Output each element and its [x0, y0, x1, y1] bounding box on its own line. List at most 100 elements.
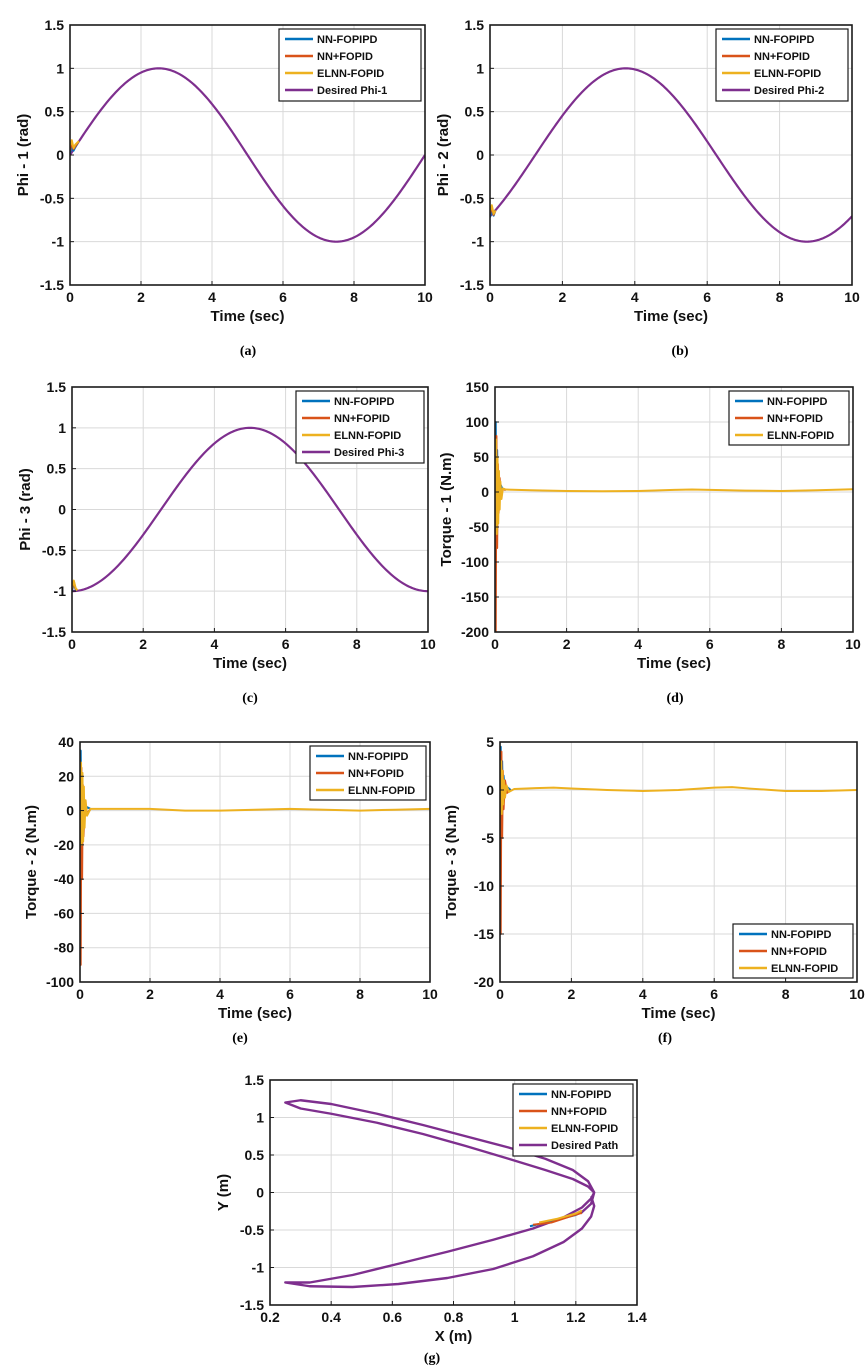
legend-label: NN+FOPID	[767, 413, 823, 425]
legend-label: Desired Phi-2	[754, 85, 824, 97]
legend: NN-FOPIPD NN+FOPID ELNN-FOPID Desired Phi-2	[715, 28, 849, 102]
legend-label: NN-FOPIPD	[551, 1089, 612, 1101]
plot-lines	[284, 1099, 596, 1289]
chart-g: 0.2 0.4 0.6 0.8 1 1.2 1.4 -1.5 -1 -0.5 0 0.5 1 1.5 X (…	[215, 1072, 647, 1366]
x-tick-label: 2	[137, 289, 145, 305]
y-tick-label: -20	[54, 837, 74, 853]
legend-label: ELNN-FOPID	[348, 785, 415, 797]
y-axis-label: Phi - 3 (rad)	[17, 468, 34, 551]
series-line-desired	[490, 67, 852, 243]
x-axis-label: Time (sec)	[211, 308, 285, 325]
y-axis-label: Phi - 2 (rad)	[435, 114, 452, 197]
axes-frame	[499, 741, 858, 983]
y-tick-label: -0.5	[40, 190, 64, 206]
series-line-elnn-fopid	[70, 139, 80, 150]
legend-label: NN+FOPID	[334, 413, 390, 425]
x-axis-label: X (m)	[435, 1328, 473, 1345]
legend-label: NN+FOPID	[754, 51, 810, 63]
x-tick-label: 2	[563, 636, 571, 652]
legend-label: Desired Phi-1	[317, 85, 387, 97]
x-tick-label: 8	[350, 289, 358, 305]
y-tick-label: 0.5	[45, 104, 65, 120]
y-tick-label: -40	[54, 871, 74, 887]
y-tick-label: 0	[256, 1185, 264, 1201]
x-tick-label: 0.2	[260, 1309, 280, 1325]
y-tick-label: 20	[58, 768, 74, 784]
legend-label: ELNN-FOPID	[334, 430, 401, 442]
x-tick-label: 1.2	[566, 1309, 586, 1325]
chart-f: 0 2 4 6 8 10 -20 -15 -10 -5 0 5 Time (sec) Torque - 3…	[443, 734, 865, 1046]
legend: NN-FOPIPD NN+FOPID ELNN-FOPID Desired Path	[512, 1083, 634, 1157]
y-tick-label: 1.5	[47, 379, 67, 395]
y-tick-label: -50	[469, 519, 489, 535]
y-tick-label: -5	[482, 830, 495, 846]
axes-frame	[79, 741, 431, 983]
x-axis-label: Time (sec)	[634, 308, 708, 325]
series-line-elnn-fopid	[500, 760, 857, 815]
y-tick-label: -1	[252, 1260, 265, 1276]
legend-label: NN-FOPIPD	[754, 34, 815, 46]
series-line-elnn-fopid	[72, 579, 79, 591]
y-tick-label: 1.5	[245, 1072, 265, 1088]
chart-d: 0 2 4 6 8 10 -200 -150 -100 -50 0 50 100 150 Time (sec…	[438, 379, 861, 706]
x-tick-label: 2	[559, 289, 567, 305]
y-tick-label: -15	[474, 926, 494, 942]
x-axis-label: Time (sec)	[642, 1005, 716, 1022]
y-tick-label: -1.5	[40, 277, 64, 293]
y-tick-label: -1.5	[42, 624, 66, 640]
legend: NN-FOPIPD NN+FOPID ELNN-FOPID Desired Phi-1	[278, 28, 422, 102]
legend: NN-FOPIPD NN+FOPID ELNN-FOPID	[728, 390, 850, 446]
legend-label: NN+FOPID	[348, 768, 404, 780]
y-tick-label: 50	[473, 449, 489, 465]
legend-label: NN+FOPID	[551, 1106, 607, 1118]
x-tick-label: 4	[639, 986, 647, 1002]
y-tick-label: -1	[472, 234, 485, 250]
x-tick-label: 6	[703, 289, 711, 305]
y-tick-label: -20	[474, 974, 494, 990]
panel-caption: (a)	[240, 344, 257, 359]
x-tick-label: 2	[146, 986, 154, 1002]
legend: NN-FOPIPD NN+FOPID ELNN-FOPID	[309, 745, 427, 801]
legend-label: NN-FOPIPD	[767, 396, 828, 408]
legend-label: ELNN-FOPID	[767, 430, 834, 442]
x-tick-label: 0	[486, 289, 494, 305]
y-tick-label: -60	[54, 905, 74, 921]
x-tick-label: 2	[568, 986, 576, 1002]
y-tick-label: -1	[54, 583, 67, 599]
x-tick-label: 6	[706, 636, 714, 652]
plot-lines	[490, 67, 852, 243]
y-tick-label: 0	[476, 147, 484, 163]
y-tick-label: -1.5	[240, 1297, 264, 1313]
plot-lines	[495, 421, 853, 632]
x-tick-label: 6	[279, 289, 287, 305]
x-tick-label: 0	[76, 986, 84, 1002]
y-tick-label: 1.5	[45, 17, 65, 33]
series-line-nn-fopid	[532, 1211, 583, 1226]
x-tick-label: 6	[710, 986, 718, 1002]
y-tick-label: 1.5	[465, 17, 485, 33]
y-tick-label: -1	[52, 234, 65, 250]
legend-label: NN-FOPIPD	[317, 34, 378, 46]
panel-caption: (f)	[658, 1031, 672, 1046]
series-line-elnn-fopid	[80, 761, 430, 846]
plot-lines	[72, 426, 428, 593]
x-tick-label: 0.8	[444, 1309, 464, 1325]
y-tick-label: 0	[58, 502, 66, 518]
series-line-elnn-fopid	[538, 1209, 583, 1224]
x-tick-label: 8	[776, 289, 784, 305]
legend-label: Desired Path	[551, 1140, 619, 1152]
x-tick-label: 4	[216, 986, 224, 1002]
y-tick-label: -0.5	[460, 190, 484, 206]
x-tick-label: 6	[282, 636, 290, 652]
axes-frame	[494, 386, 854, 633]
x-tick-label: 10	[420, 636, 436, 652]
x-tick-label: 4	[211, 636, 219, 652]
x-tick-label: 4	[208, 289, 216, 305]
x-tick-label: 10	[417, 289, 433, 305]
x-tick-label: 8	[782, 986, 790, 1002]
x-tick-label: 6	[286, 986, 294, 1002]
y-tick-label: 1	[56, 60, 64, 76]
y-tick-label: 0	[486, 782, 494, 798]
legend-box	[278, 28, 422, 102]
legend-label: NN-FOPIPD	[348, 751, 409, 763]
